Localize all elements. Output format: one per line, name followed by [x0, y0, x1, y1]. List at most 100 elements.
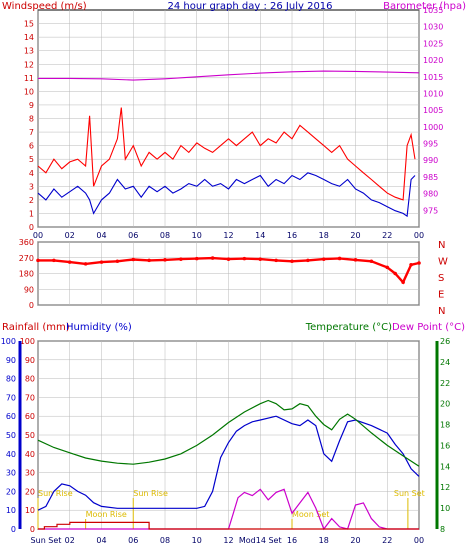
humidity-y-tick-label: 10 [6, 506, 16, 515]
rain-y-tick-label: 80 [25, 375, 35, 384]
wind-x-ticks: 00 02 04 06 08 10 12 14 16 18 20 22 00 [33, 231, 424, 240]
barometer-y-tick-label: 1000 [423, 123, 443, 132]
sun-annotation: Sun Rise [133, 489, 168, 498]
temp-x-tick-label: 12 [223, 536, 233, 545]
temp-x-tick-label: Sun Set [31, 536, 62, 545]
moon-annotation: Moon Rise [86, 510, 127, 519]
wind-direction-point [163, 258, 167, 262]
wind-direction-point [369, 259, 374, 264]
chart-title: 24 hour graph day : 26 July 2016 [167, 1, 332, 12]
barometer-y-tick-label: 995 [423, 140, 438, 149]
direction-y-ticks: 0 90 180 270 360 [19, 238, 34, 310]
direction-y-tick-label: 180 [19, 270, 34, 279]
humidity-y-tick-label: 50 [6, 431, 16, 440]
sun-moon-annotations: Sun Rise Moon Rise Sun Rise Moon Set Sun Set [37, 489, 425, 529]
temperature-y-tick-label: 16 [440, 441, 450, 450]
wind-x-tick-label: 20 [350, 231, 360, 240]
temperature-y-tick-label: 20 [440, 400, 450, 409]
rain-y-tick-label: 10 [25, 506, 35, 515]
temperature-y-tick-label: 22 [440, 379, 450, 388]
temp-x-tick-label: 04 [96, 536, 106, 545]
wind-y-tick-label: 0 [29, 223, 34, 232]
wind-y-tick-label: 15 [24, 20, 34, 29]
humidity-y-tick-label: 30 [6, 469, 16, 478]
humidity-y-tick-label: 40 [6, 450, 16, 459]
wind-direction-point [321, 257, 326, 261]
barometer-y-tick-label: 1030 [423, 23, 443, 32]
temp-grid [37, 340, 420, 530]
wind-y-tick-label: 2 [29, 196, 34, 205]
wind-x-tick-label: 18 [319, 231, 329, 240]
wind-y-tick-label: 9 [29, 101, 34, 110]
temp-x-tick-label: 22 [382, 536, 392, 545]
rainfall-line [38, 521, 419, 530]
direction-y-tick-label: 0 [29, 301, 34, 310]
barometer-line [38, 70, 420, 81]
wind-y-tick-label: 3 [29, 182, 34, 191]
wind-direction-point [385, 265, 390, 270]
wind-direction-point [52, 258, 56, 263]
wind-direction-point [210, 256, 215, 260]
barometer-y-tick-label: 1015 [423, 73, 443, 82]
wind-direction-point [337, 256, 342, 261]
wind-direction-point [83, 262, 88, 266]
rain-y-tick-label: 20 [25, 487, 35, 496]
barometer-y-tick-label: 990 [423, 156, 438, 165]
temp-x-tick-label: 16 [287, 536, 297, 545]
wind-direction-point [258, 257, 263, 261]
wind-direction-point [393, 271, 397, 276]
rain-y-tick-label: 60 [25, 412, 35, 421]
compass-label: N [438, 240, 445, 251]
wind-x-tick-label: 04 [96, 231, 106, 240]
wind-y-tick-label: 10 [24, 87, 34, 96]
windspeed-axis-label: Windspeed (m/s) [2, 1, 87, 12]
barometer-y-tick-label: 985 [423, 173, 438, 182]
rain-y-tick-label: 0 [30, 525, 35, 534]
wind-direction-point [409, 262, 413, 267]
wind-grid [37, 10, 420, 228]
wind-series [37, 70, 420, 218]
wind-x-tick-label: 12 [223, 231, 233, 240]
temp-x-tick-label: 02 [65, 536, 75, 545]
wind-x-tick-label: 06 [128, 231, 138, 240]
temperature-y-ticks: 8 10 12 14 16 18 20 22 24 26 [440, 337, 450, 534]
rain-y-tick-label: 50 [25, 431, 35, 440]
compass-label: E [438, 290, 444, 301]
temperature-y-tick-label: 18 [440, 421, 450, 430]
temp-x-ticks: Sun Set 02 04 06 08 10 12 Mod14 Set 16 18 20 22 00 [31, 536, 425, 545]
moon-annotation: Moon Set [292, 510, 329, 519]
compass-label: W [438, 257, 448, 268]
barometer-y-tick-label: 1020 [423, 56, 443, 65]
temp-x-tick-label: 08 [160, 536, 170, 545]
wind-y-tick-label: 7 [29, 128, 34, 137]
gust-line [37, 107, 416, 201]
temp-x-tick-label: 06 [128, 536, 138, 545]
barometer-y-tick-label: 1035 [423, 6, 443, 15]
temp-x-tick-label: Mod14 Set [239, 536, 282, 545]
temperature-y-tick-label: 26 [440, 337, 450, 346]
temperature-y-tick-label: 24 [440, 358, 450, 367]
rain-y-tick-label: 30 [25, 469, 35, 478]
wind-x-tick-label: 10 [192, 231, 202, 240]
wind-direction-point [226, 257, 231, 261]
rain-y-tick-label: 70 [25, 393, 35, 402]
temperature-y-tick-label: 12 [440, 483, 450, 492]
compass-label: S [438, 273, 444, 284]
humidity-y-tick-label: 100 [1, 337, 16, 346]
humidity-y-ticks: 0 10 20 30 40 50 60 70 80 90 100 [1, 337, 16, 534]
wind-direction-point [242, 256, 247, 261]
wind-direction-point [353, 258, 358, 262]
barometer-y-tick-label: 980 [423, 190, 438, 199]
direction-series [36, 256, 421, 285]
wind-y-tick-label: 14 [24, 33, 34, 42]
wind-x-tick-label: 00 [33, 231, 43, 240]
humidity-y-tick-label: 20 [6, 487, 16, 496]
rain-y-tick-label: 40 [25, 450, 35, 459]
wind-y-tick-label: 8 [29, 115, 34, 124]
temp-x-tick-label: 00 [414, 536, 424, 545]
barometer-y-tick-label: 1025 [423, 39, 443, 48]
